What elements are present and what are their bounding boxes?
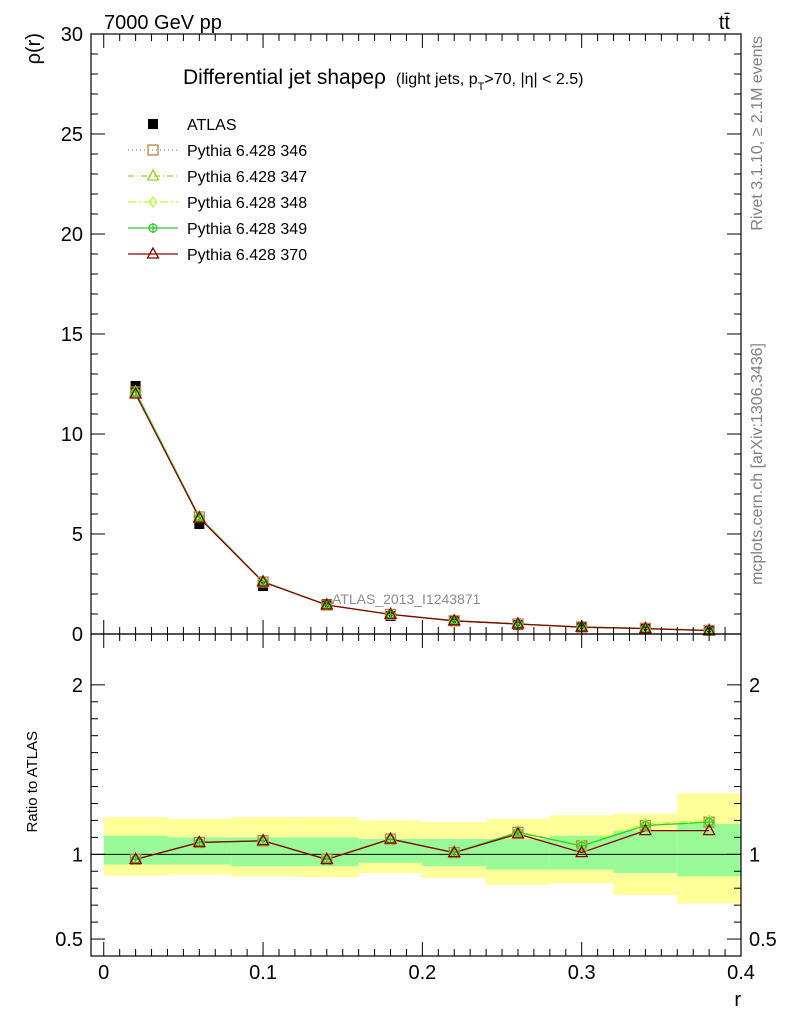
ratio-series-point-4 <box>383 831 398 844</box>
legend-marker <box>146 246 160 259</box>
legend-label: Pythia 6.428 349 <box>187 221 307 238</box>
legend: ATLAS Pythia 6.428 346 Pythia 6.428 347 Pyt… <box>128 117 307 264</box>
ratio-series-line-4 <box>135 829 710 861</box>
lower-y-axis-label: Ratio to ATLAS <box>24 731 41 832</box>
upper-y-tick-label: 10 <box>61 424 83 446</box>
legend-label: Pythia 6.428 347 <box>187 169 307 186</box>
lower-y-tick-label-right: 2 <box>749 675 760 697</box>
upper-title-suffix2: >70, |η| < 2.5) <box>484 71 583 88</box>
x-tick-label: 0.1 <box>249 962 277 984</box>
atlas-data-point <box>194 519 205 529</box>
analysis-watermark: ATLAS_2013_I1243871 <box>332 591 481 607</box>
x-axis-label: r <box>734 989 741 1011</box>
legend-label: Pythia 6.428 370 <box>187 247 307 264</box>
lower-y-tick-label-right: 0.5 <box>749 929 777 951</box>
ratio-series-point-4 <box>192 835 206 848</box>
upper-title-sub: T <box>478 81 485 93</box>
ratio-series-point-4 <box>511 826 525 839</box>
lower-panel: 0.5 0.5 1 1 2 2 0 0.1 0.2 0.3 0.4 <box>55 633 777 984</box>
lower-y-tick-label: 2 <box>72 675 83 697</box>
lower-plot-frame <box>90 633 742 957</box>
lower-y-tick-label: 0.5 <box>55 929 83 951</box>
legend-label: Pythia 6.428 348 <box>187 195 307 212</box>
upper-title: Differential jet shapeρ (light jets, pT>… <box>183 66 583 93</box>
energy-label: 7000 GeV pp <box>104 12 222 34</box>
ratio-series-point-4 <box>575 845 589 858</box>
legend-marker <box>146 168 160 181</box>
upper-series-point-4 <box>320 597 334 610</box>
uncertainty-band-inner <box>358 839 423 863</box>
legend-marker <box>147 144 159 156</box>
lower-y-tick-label-right: 1 <box>749 844 760 866</box>
rivet-version-label: Rivet 3.1.10, ≥ 2.1M events <box>749 36 766 231</box>
upper-y-tick-label: 30 <box>61 24 83 46</box>
ratio-series-point-4 <box>638 823 653 836</box>
ratio-series-point-4 <box>256 833 270 846</box>
lower-y-tick-label: 1 <box>72 844 83 866</box>
ratio-series-point-4 <box>447 845 461 858</box>
legend-marker <box>148 119 158 129</box>
uncertainty-band-inner <box>613 830 678 873</box>
x-tick-label: 0.3 <box>568 962 596 984</box>
legend-label: ATLAS <box>187 117 237 134</box>
legend-marker <box>148 195 158 209</box>
upper-series-point-4 <box>192 510 206 523</box>
ratio-series-point-4 <box>320 852 334 865</box>
upper-series-point-4 <box>383 607 398 620</box>
upper-y-tick-label: 5 <box>72 524 83 546</box>
upper-title-suffix: (light jets, p <box>396 71 478 88</box>
upper-y-axis-label: ρ(r) <box>23 33 45 64</box>
ratio-series-point-4 <box>702 823 716 836</box>
upper-panel: 0 5 10 15 20 25 30 <box>61 24 742 646</box>
ratio-series-point-4 <box>129 852 143 865</box>
upper-y-tick-label: 0 <box>72 624 83 646</box>
legend-label: Pythia 6.428 346 <box>187 143 307 160</box>
upper-y-tick-label: 20 <box>61 224 83 246</box>
process-label: tt̄ <box>719 12 731 34</box>
mcplots-label: mcplots.cern.ch [arXiv:1306.3436] <box>749 343 766 585</box>
legend-marker <box>148 223 158 233</box>
upper-series-point-4 <box>256 574 270 587</box>
upper-y-tick-label: 25 <box>61 124 83 146</box>
x-tick-label: 0.4 <box>727 962 755 984</box>
x-tick-label: 0.2 <box>408 962 436 984</box>
x-tick-label: 0 <box>98 962 109 984</box>
upper-series-point-4 <box>447 613 461 626</box>
uncertainty-band-inner <box>677 823 741 877</box>
upper-series-point-4 <box>129 386 143 399</box>
upper-title-main: Differential jet shapeρ <box>183 66 386 89</box>
upper-y-tick-label: 15 <box>61 324 83 346</box>
